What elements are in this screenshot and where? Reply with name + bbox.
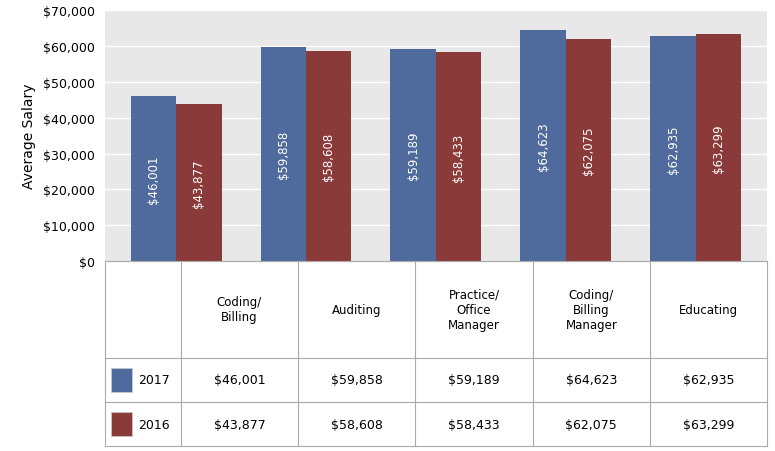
Text: $59,189: $59,189 xyxy=(448,373,500,387)
Text: $59,189: $59,189 xyxy=(407,132,420,180)
Text: Coding/
Billing
Manager: Coding/ Billing Manager xyxy=(566,288,617,331)
Text: $62,075: $62,075 xyxy=(566,418,617,431)
Bar xyxy=(111,368,132,392)
Bar xyxy=(131,97,176,262)
Bar xyxy=(306,52,352,262)
Text: $46,001: $46,001 xyxy=(146,155,160,203)
Text: Coding/
Billing: Coding/ Billing xyxy=(217,296,262,324)
Bar xyxy=(520,31,566,262)
Text: $43,877: $43,877 xyxy=(214,418,265,431)
Text: $59,858: $59,858 xyxy=(331,373,383,387)
Text: $64,623: $64,623 xyxy=(536,122,549,170)
Text: $63,299: $63,299 xyxy=(683,418,734,431)
Bar xyxy=(176,105,222,262)
Text: $62,075: $62,075 xyxy=(582,126,595,175)
Text: $62,935: $62,935 xyxy=(666,125,680,173)
Text: 2017: 2017 xyxy=(138,373,170,387)
Text: $63,299: $63,299 xyxy=(712,124,725,173)
Text: Auditing: Auditing xyxy=(332,303,381,316)
Text: $43,877: $43,877 xyxy=(192,159,205,207)
Text: $62,935: $62,935 xyxy=(683,373,735,387)
Bar xyxy=(566,40,611,262)
Bar xyxy=(436,53,481,262)
Text: $46,001: $46,001 xyxy=(214,373,265,387)
Text: $64,623: $64,623 xyxy=(566,373,617,387)
Text: Educating: Educating xyxy=(679,303,738,316)
Bar xyxy=(260,47,306,262)
Bar xyxy=(111,412,132,436)
Text: $58,433: $58,433 xyxy=(448,418,500,431)
Bar xyxy=(650,37,696,262)
Text: Practice/
Office
Manager: Practice/ Office Manager xyxy=(448,288,500,331)
Text: $58,433: $58,433 xyxy=(452,133,465,181)
Text: $58,608: $58,608 xyxy=(331,418,383,431)
Text: $58,608: $58,608 xyxy=(322,133,336,181)
Text: 2016: 2016 xyxy=(138,418,170,431)
Bar xyxy=(696,35,741,262)
Text: $59,858: $59,858 xyxy=(277,130,290,179)
Bar xyxy=(391,50,436,262)
Y-axis label: Average Salary: Average Salary xyxy=(22,84,36,189)
